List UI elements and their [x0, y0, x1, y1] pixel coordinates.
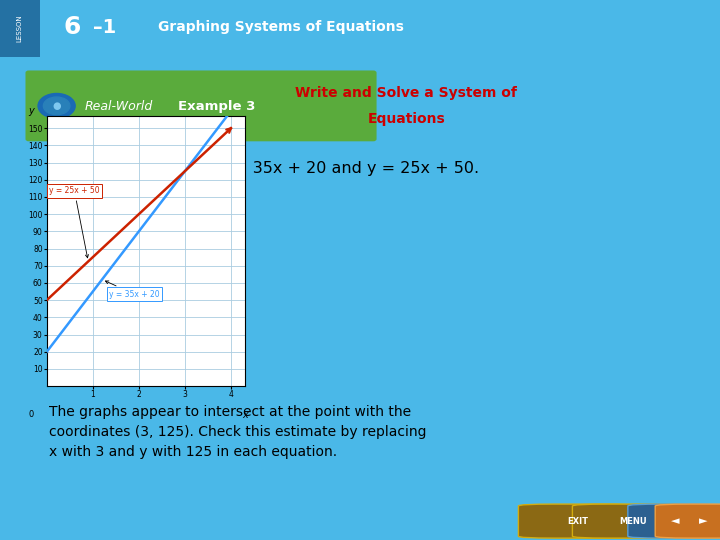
- Text: 6: 6: [63, 15, 81, 39]
- FancyBboxPatch shape: [655, 504, 720, 538]
- Text: y = 35x + 20: y = 35x + 20: [105, 281, 160, 299]
- Text: EXIT: EXIT: [567, 517, 589, 525]
- Circle shape: [43, 97, 70, 115]
- Bar: [0, 0, 40, 57]
- Text: Real-World: Real-World: [85, 100, 153, 113]
- Text: x: x: [242, 410, 248, 420]
- Text: Graphing Systems of Equations: Graphing Systems of Equations: [158, 20, 404, 34]
- Text: The graphs appear to intersect at the point with the
coordinates (3, 125). Check: The graphs appear to intersect at the po…: [49, 405, 426, 459]
- FancyBboxPatch shape: [25, 71, 377, 141]
- Text: Write and Solve a System of: Write and Solve a System of: [295, 86, 517, 99]
- Text: LESSON: LESSON: [17, 15, 22, 42]
- Text: y: y: [28, 106, 34, 116]
- Text: ◄: ◄: [671, 516, 680, 526]
- Text: 0: 0: [28, 410, 33, 419]
- Text: Graph the equations y = 35x + 20 and y = 25x + 50.: Graph the equations y = 35x + 20 and y =…: [49, 161, 479, 176]
- Text: ►: ►: [698, 516, 707, 526]
- Text: ●: ●: [53, 101, 61, 111]
- Circle shape: [38, 93, 75, 118]
- FancyBboxPatch shape: [518, 504, 637, 538]
- Text: Example 3: Example 3: [178, 100, 255, 113]
- Text: –1: –1: [93, 18, 116, 37]
- FancyBboxPatch shape: [572, 504, 693, 538]
- FancyBboxPatch shape: [628, 504, 720, 538]
- Text: MENU: MENU: [619, 517, 647, 525]
- Text: y = 25x + 50: y = 25x + 50: [49, 186, 100, 258]
- Text: Equations: Equations: [367, 112, 445, 126]
